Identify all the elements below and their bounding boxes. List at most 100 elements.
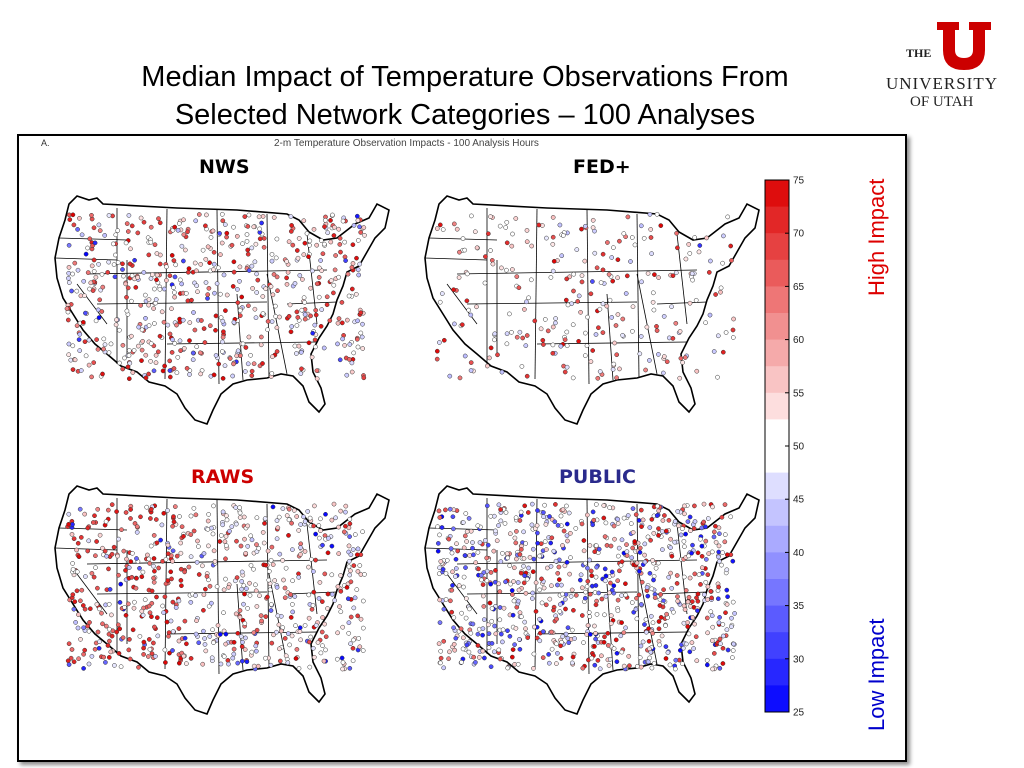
- station-marker: [176, 598, 182, 604]
- station-marker: [251, 361, 257, 367]
- station-marker: [475, 631, 481, 637]
- station-marker: [361, 375, 367, 381]
- station-marker: [459, 610, 464, 616]
- station-marker: [241, 601, 246, 607]
- station-marker: [694, 368, 700, 374]
- station-marker: [497, 617, 503, 623]
- station-marker: [306, 564, 311, 570]
- station-marker: [654, 211, 660, 217]
- station-marker: [354, 336, 360, 342]
- station-marker: [324, 302, 330, 308]
- station-marker: [358, 330, 364, 336]
- station-marker: [602, 578, 608, 584]
- station-marker: [485, 542, 491, 548]
- station-marker: [242, 214, 248, 219]
- station-marker: [730, 648, 736, 653]
- station-marker: [254, 290, 260, 295]
- station-marker: [674, 230, 679, 236]
- station-marker: [647, 358, 652, 363]
- station-marker: [440, 227, 446, 232]
- station-marker: [190, 357, 196, 363]
- station-marker: [322, 571, 328, 577]
- station-marker: [651, 660, 657, 666]
- station-marker: [637, 545, 643, 551]
- station-marker: [85, 525, 91, 531]
- station-marker: [357, 261, 363, 267]
- station-marker: [87, 236, 93, 242]
- station-marker: [102, 548, 108, 554]
- station-marker: [66, 641, 72, 647]
- station-marker: [537, 553, 542, 559]
- station-marker: [588, 291, 594, 297]
- station-marker: [187, 338, 192, 343]
- station-marker: [106, 259, 112, 265]
- station-marker: [730, 599, 736, 605]
- station-marker: [207, 634, 213, 639]
- station-marker: [660, 370, 666, 376]
- station-marker: [240, 639, 245, 645]
- station-marker: [260, 311, 266, 316]
- station-marker: [437, 515, 443, 520]
- station-marker: [438, 648, 444, 654]
- station-marker: [571, 271, 577, 277]
- station-marker: [720, 260, 725, 266]
- station-marker: [575, 299, 581, 304]
- station-marker: [338, 508, 344, 514]
- station-marker: [356, 636, 362, 641]
- station-marker: [612, 340, 617, 346]
- colorbar-segment: [765, 552, 789, 580]
- station-marker: [175, 227, 181, 233]
- station-marker: [202, 340, 208, 345]
- station-marker: [581, 538, 587, 543]
- station-marker: [509, 329, 514, 335]
- station-marker: [347, 572, 353, 578]
- station-marker: [227, 356, 233, 361]
- station-marker: [93, 274, 99, 280]
- station-marker: [244, 586, 249, 591]
- station-marker: [531, 666, 536, 671]
- station-marker: [120, 342, 126, 348]
- station-marker: [302, 316, 308, 322]
- station-marker: [325, 606, 330, 611]
- station-marker: [109, 551, 115, 557]
- station-marker: [475, 523, 481, 529]
- station-marker: [513, 515, 519, 521]
- station-marker: [437, 340, 442, 345]
- station-marker: [285, 660, 291, 666]
- station-marker: [296, 574, 302, 580]
- station-marker: [172, 341, 178, 346]
- station-marker: [97, 639, 102, 645]
- station-marker: [490, 261, 496, 267]
- station-marker: [698, 582, 703, 587]
- station-marker: [103, 519, 109, 524]
- station-marker: [206, 543, 211, 549]
- station-marker: [271, 632, 276, 638]
- station-marker: [69, 288, 74, 294]
- station-marker: [307, 242, 312, 248]
- station-marker: [243, 345, 249, 350]
- station-marker: [270, 354, 275, 360]
- station-marker: [270, 504, 276, 510]
- station-marker: [701, 501, 707, 507]
- station-marker: [558, 656, 564, 661]
- station-marker: [106, 213, 112, 218]
- station-marker: [177, 514, 182, 519]
- station-marker: [607, 297, 613, 303]
- station-marker: [451, 641, 457, 647]
- station-marker: [537, 587, 542, 593]
- station-marker: [325, 550, 331, 556]
- station-marker: [644, 629, 649, 635]
- station-marker: [222, 222, 228, 227]
- station-marker: [289, 633, 295, 639]
- station-marker: [149, 651, 155, 656]
- colorbar-tick-label: 50: [793, 442, 805, 453]
- station-marker: [551, 548, 557, 554]
- station-marker: [720, 661, 726, 666]
- station-marker: [346, 620, 352, 626]
- station-marker: [663, 528, 669, 534]
- station-marker: [488, 513, 494, 519]
- station-marker: [274, 629, 279, 635]
- station-marker: [542, 317, 548, 322]
- station-marker: [546, 652, 551, 657]
- station-marker: [587, 543, 593, 548]
